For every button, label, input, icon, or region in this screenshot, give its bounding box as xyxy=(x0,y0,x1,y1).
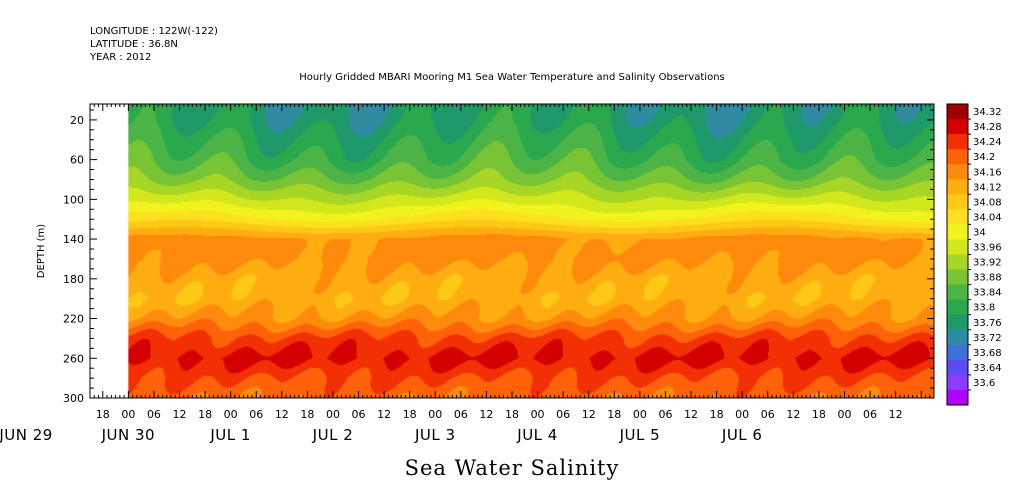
x-hour-label: 06 xyxy=(863,408,877,421)
colorbar-label: 33.92 xyxy=(973,258,1002,269)
colorbar-swatch xyxy=(947,284,968,301)
y-tick-label: 60 xyxy=(70,154,84,167)
x-hour-label: 00 xyxy=(121,408,135,421)
colorbar-swatch xyxy=(947,119,968,135)
x-hour-label: 18 xyxy=(607,408,621,421)
x-hour-label: 18 xyxy=(710,408,724,421)
colorbar-label: 34.04 xyxy=(973,212,1002,223)
x-hour-label: 00 xyxy=(735,408,749,421)
colorbar-label: 34.2 xyxy=(973,152,995,163)
y-tick-label: 260 xyxy=(63,352,84,365)
colorbar-label: 33.64 xyxy=(973,363,1002,374)
colorbar-label: 33.72 xyxy=(973,333,1002,344)
colorbar-swatch xyxy=(947,359,968,376)
x-date-label: JUN 30 xyxy=(101,426,155,444)
colorbar-label: 33.68 xyxy=(973,348,1002,359)
colorbar-label: 33.8 xyxy=(973,303,995,314)
x-hour-label: 12 xyxy=(377,408,391,421)
x-hour-label: 12 xyxy=(889,408,903,421)
colorbar-swatch xyxy=(947,329,968,346)
time-axis: 18 00 06 12 18 00 06 12 18 00 06 12 18 00 06 12 18 00 06 12… xyxy=(0,104,935,444)
colorbar-swatch xyxy=(947,299,968,316)
x-hour-label: 18 xyxy=(505,408,519,421)
x-hour-label: 18 xyxy=(812,408,826,421)
colorbar-swatch xyxy=(947,209,968,225)
x-hour-label: 00 xyxy=(326,408,340,421)
x-hour-label: 12 xyxy=(582,408,596,421)
colorbar-label: 34.08 xyxy=(973,197,1002,208)
colorbar-swatch xyxy=(947,224,968,240)
colorbar-swatch xyxy=(947,344,968,361)
colorbar-swatch xyxy=(947,269,968,286)
plot-area xyxy=(89,103,935,399)
x-hour-label: 06 xyxy=(249,408,263,421)
y-tick-label: 300 xyxy=(63,392,84,405)
x-date-label: JUN 29 xyxy=(0,426,53,444)
colorbar-label: 34 xyxy=(973,227,986,238)
x-hour-label: 06 xyxy=(454,408,468,421)
y-axis-title: DEPTH (m) xyxy=(36,224,47,278)
x-hour-label: 12 xyxy=(173,408,187,421)
colorbar-swatch xyxy=(947,374,968,391)
x-date-label: JUL 5 xyxy=(619,426,661,444)
colorbar-swatch xyxy=(947,254,968,271)
colorbar-swatch xyxy=(947,179,968,195)
longitude-label: LONGITUDE : 122W(-122) xyxy=(90,26,218,37)
x-hour-label: 12 xyxy=(479,408,493,421)
year-label: YEAR : 2012 xyxy=(89,52,151,63)
colorbar-label: 33.88 xyxy=(973,273,1002,284)
x-hour-label: 00 xyxy=(837,408,851,421)
x-hour-label: 18 xyxy=(403,408,417,421)
x-hour-label: 06 xyxy=(147,408,161,421)
colorbar-label: 34.24 xyxy=(973,137,1002,148)
colorbar-swatch xyxy=(947,389,968,406)
chart-title: Hourly Gridded MBARI Mooring M1 Sea Wate… xyxy=(299,72,725,83)
x-date-label: JUL 2 xyxy=(312,426,354,444)
colorbar-swatch xyxy=(947,149,968,165)
x-hour-label: 00 xyxy=(633,408,647,421)
y-tick-label: 20 xyxy=(70,114,84,127)
salinity-heatmap xyxy=(128,104,934,398)
colorbar-label: 34.16 xyxy=(973,167,1002,178)
colorbar: 34.32 34.28 34.24 34.2 34.16 34.12 34.08 34.04 3… xyxy=(946,103,1002,406)
colorbar-label: 34.28 xyxy=(973,122,1002,133)
colorbar-swatch xyxy=(947,314,968,331)
x-hour-label: 06 xyxy=(556,408,570,421)
x-hour-label: 18 xyxy=(96,408,110,421)
x-date-label: JUL 4 xyxy=(516,426,558,444)
colorbar-swatch xyxy=(947,239,968,255)
x-date-label: JUL 3 xyxy=(414,426,456,444)
colorbar-label: 33.84 xyxy=(973,288,1002,299)
colorbar-label: 33.76 xyxy=(973,318,1002,329)
depth-axis: 20 60 100 140 180 220 260 300 xyxy=(63,109,934,405)
x-hour-label: 18 xyxy=(300,408,314,421)
colorbar-swatch xyxy=(947,194,968,210)
x-hour-label: 00 xyxy=(531,408,545,421)
y-tick-label: 220 xyxy=(63,313,84,326)
x-hour-label: 06 xyxy=(352,408,366,421)
y-tick-label: 140 xyxy=(63,233,84,246)
x-hour-label: 00 xyxy=(224,408,238,421)
x-hour-label: 06 xyxy=(658,408,672,421)
x-hour-label: 00 xyxy=(428,408,442,421)
x-axis-title: Sea Water Salinity xyxy=(405,456,620,480)
x-hour-label: 06 xyxy=(761,408,775,421)
colorbar-label: 34.12 xyxy=(973,182,1002,193)
y-tick-label: 180 xyxy=(63,273,84,286)
x-hour-label: 18 xyxy=(198,408,212,421)
colorbar-label: 33.96 xyxy=(973,243,1002,254)
colorbar-swatch xyxy=(947,134,968,150)
colorbar-swatch xyxy=(947,104,968,120)
y-tick-label: 100 xyxy=(63,193,84,206)
colorbar-swatch xyxy=(947,164,968,180)
colorbar-label: 33.6 xyxy=(973,378,995,389)
x-date-label: JUL 6 xyxy=(721,426,763,444)
x-hour-label: 12 xyxy=(786,408,800,421)
x-date-label: JUL 1 xyxy=(209,426,251,444)
latitude-label: LATITUDE : 36.8N xyxy=(90,39,178,50)
x-hour-label: 12 xyxy=(684,408,698,421)
colorbar-label: 34.32 xyxy=(973,107,1002,118)
x-hour-label: 12 xyxy=(275,408,289,421)
